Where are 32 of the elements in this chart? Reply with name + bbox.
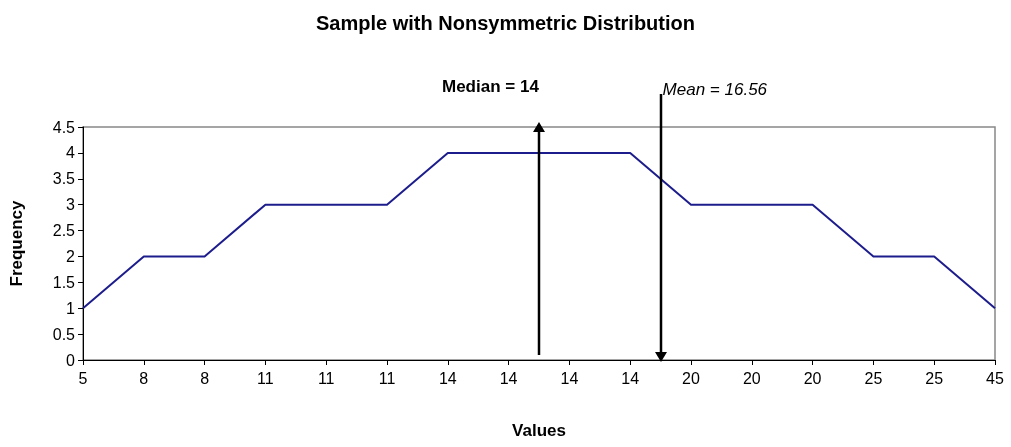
x-tick-label: 20 bbox=[742, 369, 761, 387]
y-tick-label: 1 bbox=[66, 299, 76, 317]
x-tick-label: 25 bbox=[864, 369, 883, 387]
line-series bbox=[82, 151, 996, 310]
text: Median = 14 bbox=[442, 77, 539, 97]
y-tick-label: 4.5 bbox=[52, 118, 76, 136]
x-tick-label: 20 bbox=[803, 369, 822, 387]
x-tick-label: 11 bbox=[257, 369, 274, 387]
y-tick-label: 3 bbox=[66, 196, 76, 214]
x-tick-label: 14 bbox=[621, 369, 640, 387]
x-tick-label: 8 bbox=[139, 369, 149, 387]
y-tick-label: 2.5 bbox=[52, 222, 76, 240]
x-tick-label: 20 bbox=[682, 369, 700, 387]
x-tick-label: 8 bbox=[200, 369, 210, 387]
x-tick-label: 25 bbox=[925, 369, 944, 387]
x-tick-label: 5 bbox=[78, 369, 88, 387]
y-tick-label: 0 bbox=[66, 351, 76, 369]
y-tick-label: 1.5 bbox=[52, 273, 76, 291]
x-tick-label: 14 bbox=[438, 369, 457, 387]
x-tick-label: 11 bbox=[317, 369, 335, 387]
y-tick-label: 4 bbox=[66, 144, 76, 162]
x-axis-title: Values bbox=[512, 421, 566, 440]
x-tick-label: 14 bbox=[499, 369, 518, 387]
chart-title: Sample with Nonsymmetric Distribution bbox=[316, 12, 695, 34]
x-tick-label: 11 bbox=[378, 369, 396, 387]
y-tick-label: 3.5 bbox=[52, 170, 76, 188]
x-tick-label: 45 bbox=[986, 369, 1004, 387]
y-axis-title: Frequency bbox=[7, 199, 26, 287]
text: Mean = 16.56 bbox=[662, 80, 768, 100]
y-tick-label: 0.5 bbox=[52, 325, 76, 343]
x-tick-label: 14 bbox=[560, 369, 579, 387]
y-tick-label: 2 bbox=[66, 247, 76, 265]
